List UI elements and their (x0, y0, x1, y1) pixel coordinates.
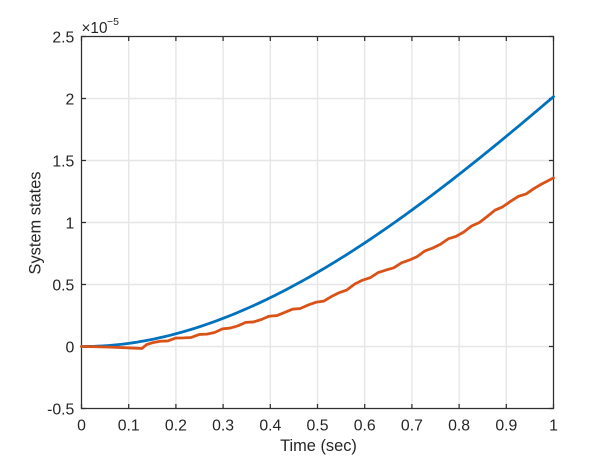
svg-text:0.4: 0.4 (259, 418, 281, 435)
svg-text:0.9: 0.9 (495, 418, 517, 435)
svg-text:2: 2 (66, 92, 75, 109)
svg-text:0.5: 0.5 (307, 418, 329, 435)
svg-text:0.3: 0.3 (212, 418, 234, 435)
svg-text:System states: System states (26, 172, 44, 275)
svg-text:0.2: 0.2 (165, 418, 187, 435)
svg-text:2.5: 2.5 (52, 30, 74, 47)
svg-text:0.7: 0.7 (401, 418, 423, 435)
svg-text:0.5: 0.5 (52, 278, 74, 295)
svg-text:1: 1 (66, 216, 75, 233)
svg-text:Time (sec): Time (sec) (280, 437, 357, 455)
svg-text:0: 0 (77, 418, 86, 435)
svg-text:0.8: 0.8 (448, 418, 470, 435)
svg-text:1: 1 (549, 418, 558, 435)
svg-text:0.1: 0.1 (118, 418, 140, 435)
svg-text:0.6: 0.6 (354, 418, 376, 435)
svg-text:0: 0 (66, 340, 75, 357)
svg-text:1.5: 1.5 (52, 154, 74, 171)
svg-text:-0.5: -0.5 (47, 402, 74, 419)
